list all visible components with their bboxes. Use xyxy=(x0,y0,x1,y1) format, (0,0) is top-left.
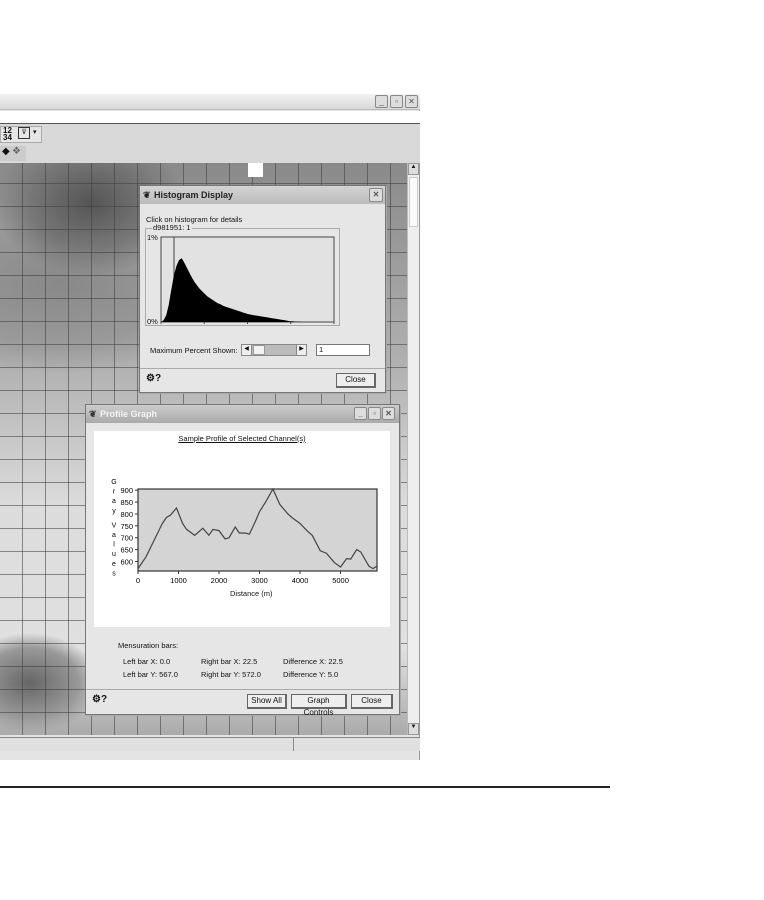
close-button[interactable]: ✕ xyxy=(382,407,395,420)
app-icon: ❦ xyxy=(143,190,151,200)
y-tick-label: 750 xyxy=(120,522,133,531)
dialog-title-bar: ❦ Histogram Display ✕ xyxy=(140,186,385,204)
max-percent-input[interactable]: 1 xyxy=(316,344,370,356)
maximize-button[interactable]: ▫ xyxy=(368,407,381,420)
y-axis-label-char: l xyxy=(113,542,115,549)
y-tick-label: 650 xyxy=(120,546,133,555)
y-axis-label-char: r xyxy=(113,489,116,496)
title-bar: _ ▫ ✕ xyxy=(0,94,420,110)
y-axis-label-char: y xyxy=(112,508,116,515)
status-bar xyxy=(0,737,420,751)
left-y-label: Left bar Y: xyxy=(123,670,158,679)
diff-x-label: Difference X: xyxy=(283,657,327,666)
y-axis-label-char: a xyxy=(112,498,116,505)
layers-icon[interactable]: ❖ xyxy=(12,146,21,157)
left-x-label: Left bar X: xyxy=(123,657,158,666)
dialog-title: Histogram Display xyxy=(154,190,234,200)
dialog-title-bar: ❦ Profile Graph _ ▫ ✕ xyxy=(86,405,399,423)
y-bottom-label: 0% xyxy=(147,317,158,326)
scroll-up-button[interactable]: ▲ xyxy=(408,163,419,175)
diff-y-label: Difference Y: xyxy=(283,670,326,679)
x-tick-label: 5000 xyxy=(332,576,349,585)
profile-graph-dialog: ❦ Profile Graph _ ▫ ✕ Sample Profile of … xyxy=(85,404,400,717)
profile-chart[interactable]: 600 650 700 750 800 850 900 0 1000 2000 3000 4000 50… xyxy=(94,431,390,627)
help-icon[interactable]: ⚙? xyxy=(146,373,162,384)
close-button[interactable]: ✕ xyxy=(369,188,383,202)
y-tick-label: 800 xyxy=(120,510,133,519)
chevron-down-icon[interactable]: ▾ xyxy=(33,129,37,136)
right-x-value: 22.5 xyxy=(242,657,258,666)
close-dialog-button[interactable]: Close xyxy=(351,694,393,709)
minimize-button[interactable]: _ xyxy=(375,95,388,108)
diff-x-value: 22.5 xyxy=(328,657,343,666)
left-y-value: 567.0 xyxy=(159,670,178,679)
y-axis-label-char: G xyxy=(111,479,116,486)
y-axis-label-char: u xyxy=(112,551,116,558)
toolbar: 12 34 ⊽ ▾ ◆ ❖ xyxy=(0,124,420,163)
sort-numeric-icon[interactable]: 12 34 xyxy=(3,126,12,142)
mensuration-label: Mensuration bars: xyxy=(118,641,179,650)
filter-dropdown-icon[interactable]: ⊽ xyxy=(18,127,30,139)
y-top-label: 1% xyxy=(147,233,158,242)
max-percent-label: Maximum Percent Shown: xyxy=(150,346,238,355)
graph-controls-button[interactable]: Graph Controls xyxy=(291,694,347,717)
right-y-label: Right bar Y: xyxy=(201,670,241,679)
graph-area: Sample Profile of Selected Channel(s) 60… xyxy=(94,431,390,627)
y-tick-label: 850 xyxy=(120,498,133,507)
close-button[interactable]: ✕ xyxy=(405,95,418,108)
hint-text: Click on histogram for details xyxy=(146,215,243,224)
histogram-bars xyxy=(161,258,334,322)
right-y-value: 572.0 xyxy=(242,670,261,679)
x-tick-label: 0 xyxy=(136,576,140,585)
x-tick-label: 1000 xyxy=(170,576,187,585)
slider-left-button[interactable]: ◀ xyxy=(242,345,252,355)
layer-icon[interactable]: ◆ xyxy=(2,146,10,157)
menu-bar xyxy=(0,111,420,124)
x-axis-label: Distance (m) xyxy=(230,589,273,598)
chart-title: Sample Profile of Selected Channel(s) xyxy=(178,434,306,443)
y-axis-label-char: a xyxy=(112,532,116,539)
app-icon: ❦ xyxy=(89,409,97,419)
restore-button[interactable]: ▫ xyxy=(390,95,403,108)
close-dialog-button[interactable]: Close xyxy=(336,373,376,388)
histogram-dialog: ❦ Histogram Display ✕ Click on histogram… xyxy=(139,185,386,393)
scroll-down-button[interactable]: ▼ xyxy=(408,723,419,735)
histogram-plot[interactable] xyxy=(160,236,335,324)
y-tick-label: 700 xyxy=(120,534,133,543)
x-tick-label: 4000 xyxy=(292,576,309,585)
divider-line xyxy=(0,786,610,788)
max-percent-slider[interactable]: ◀ ▶ xyxy=(241,344,307,356)
histogram-group xyxy=(145,228,340,326)
plot-area xyxy=(137,488,378,572)
left-x-value: 0.0 xyxy=(159,657,171,666)
x-tick-label: 3000 xyxy=(251,576,268,585)
vertical-scrollbar[interactable]: ▲ ▼ xyxy=(407,163,419,735)
x-tick-label: 2000 xyxy=(211,576,228,585)
y-tick-label: 900 xyxy=(120,486,133,495)
y-tick-label: 600 xyxy=(120,557,133,566)
channel-label: d981951: 1 xyxy=(152,223,192,232)
diff-y-value: 5.0 xyxy=(327,670,339,679)
slider-right-button[interactable]: ▶ xyxy=(296,345,306,355)
profile-line xyxy=(137,487,378,570)
right-x-label: Right bar X: xyxy=(201,657,241,666)
y-axis-label-char: V xyxy=(112,522,117,529)
slider-thumb[interactable] xyxy=(253,345,265,355)
y-axis-label-char: s xyxy=(112,570,116,577)
dialog-title: Profile Graph xyxy=(100,409,158,419)
scroll-thumb[interactable] xyxy=(409,177,418,227)
help-icon[interactable]: ⚙? xyxy=(92,694,108,705)
minimize-button[interactable]: _ xyxy=(354,407,367,420)
show-all-button[interactable]: Show All xyxy=(247,694,287,709)
y-axis-label-char: e xyxy=(112,561,116,568)
